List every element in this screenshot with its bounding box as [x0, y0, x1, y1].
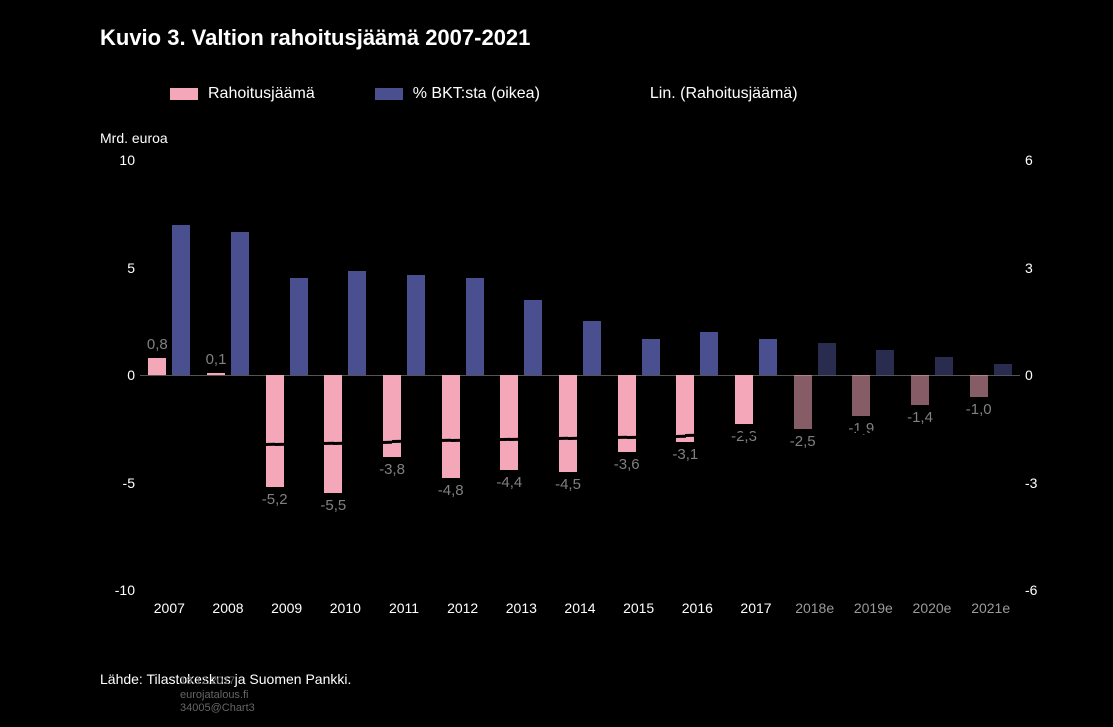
datalabel-series1: -1,4	[907, 409, 933, 426]
bar-series1	[911, 375, 929, 405]
bar-series2	[407, 275, 425, 375]
meta-site: eurojatalous.fi	[180, 689, 255, 702]
xtick: 2019e	[854, 600, 893, 616]
legend-item-line: Lin. (Rahoitusjäämä)	[600, 85, 798, 103]
ytick-right: 0	[1025, 367, 1065, 383]
bar-series1	[676, 375, 694, 442]
bar-series2	[818, 343, 836, 375]
meta-code: 34005@Chart3	[180, 702, 255, 715]
bar-series2	[231, 232, 249, 375]
bar-series2	[700, 332, 718, 375]
ytick-left: -5	[95, 475, 135, 491]
datalabel-series1: -3,8	[379, 461, 405, 478]
bar-series2	[583, 321, 601, 375]
legend-label-series1: Rahoitusjäämä	[208, 85, 315, 103]
bar-series1	[266, 375, 284, 487]
legend-item-series2: % BKT:sta (oikea)	[375, 85, 540, 103]
bar-series1	[559, 375, 577, 472]
legend: Rahoitusjäämä % BKT:sta (oikea) Lin. (Ra…	[170, 85, 798, 103]
datalabel-series1: -4,8	[438, 482, 464, 499]
xtick: 2010	[330, 600, 361, 616]
bar-series1	[794, 375, 812, 429]
trend-line-segment	[627, 434, 686, 438]
bar-series2	[524, 300, 542, 375]
legend-label-series2: % BKT:sta (oikea)	[413, 85, 540, 103]
datalabel-series1: 0,1	[206, 351, 227, 368]
legend-swatch-series1	[170, 88, 198, 100]
bar-series1	[324, 375, 342, 493]
xtick: 2011	[389, 600, 419, 616]
datalabel-series1: -3,6	[614, 456, 640, 473]
datalabel-series1: -2,3	[731, 428, 757, 445]
xtick: 2018e	[795, 600, 834, 616]
ytick-left: -10	[95, 582, 135, 598]
datalabel-series1: -2,5	[790, 433, 816, 450]
plot-area: -10-50510-6-30360,820070,12008-5,22009-5…	[140, 160, 1020, 590]
bar-series2	[935, 357, 953, 375]
bar-series1	[852, 375, 870, 416]
datalabel-series1: -4,4	[496, 474, 522, 491]
bar-series2	[759, 339, 777, 375]
bar-series2	[172, 225, 190, 376]
ytick-right: -6	[1025, 582, 1065, 598]
legend-swatch-series2	[375, 88, 403, 100]
bar-series1	[207, 373, 225, 375]
xtick: 2009	[271, 600, 302, 616]
bar-series2	[876, 350, 894, 375]
trend-line-segment	[920, 428, 979, 432]
ytick-right: 6	[1025, 152, 1065, 168]
trend-line-segment	[861, 430, 920, 434]
bar-series2	[642, 339, 660, 375]
xtick: 2014	[564, 600, 595, 616]
xtick: 2008	[212, 600, 243, 616]
xtick: 2012	[447, 600, 478, 616]
ytick-left: 10	[95, 152, 135, 168]
bar-series2	[290, 278, 308, 375]
xtick: 2021e	[971, 600, 1010, 616]
trend-line-segment	[157, 444, 216, 448]
xtick: 2020e	[913, 600, 952, 616]
chart-meta: 18.12.2017 eurojatalous.fi 34005@Chart3	[180, 675, 255, 715]
trend-line-segment	[333, 440, 392, 444]
xtick: 2015	[623, 600, 654, 616]
bar-series1	[500, 375, 518, 470]
datalabel-series1: -4,5	[555, 476, 581, 493]
datalabel-series1: -5,2	[262, 491, 288, 508]
ytick-left: 0	[95, 367, 135, 383]
bar-series1	[735, 375, 753, 424]
xtick: 2016	[682, 600, 713, 616]
legend-label-line: Lin. (Rahoitusjäämä)	[650, 85, 798, 103]
bar-series1	[442, 375, 460, 478]
datalabel-series1: -3,1	[672, 446, 698, 463]
bar-series1	[148, 358, 166, 375]
xtick: 2007	[154, 600, 185, 616]
ytick-left: 5	[95, 260, 135, 276]
legend-swatch-line	[600, 93, 640, 96]
yaxis-label: Mrd. euroa	[100, 130, 168, 146]
legend-item-series1: Rahoitusjäämä	[170, 85, 315, 103]
ytick-right: 3	[1025, 260, 1065, 276]
ytick-right: -3	[1025, 475, 1065, 491]
datalabel-series1: 0,8	[147, 336, 168, 353]
bar-series1	[970, 375, 988, 397]
xtick: 2013	[506, 600, 537, 616]
bar-series2	[994, 364, 1012, 375]
meta-date: 18.12.2017	[180, 675, 255, 688]
datalabel-series1: -1,9	[848, 420, 874, 437]
chart-title: Kuvio 3. Valtion rahoitusjäämä 2007-2021	[100, 25, 530, 51]
bar-series2	[348, 271, 366, 375]
bar-series1	[618, 375, 636, 452]
bar-series2	[466, 278, 484, 375]
datalabel-series1: -1,0	[966, 401, 992, 418]
xtick: 2017	[740, 600, 771, 616]
datalabel-series1: -5,5	[320, 497, 346, 514]
bar-series1	[383, 375, 401, 457]
